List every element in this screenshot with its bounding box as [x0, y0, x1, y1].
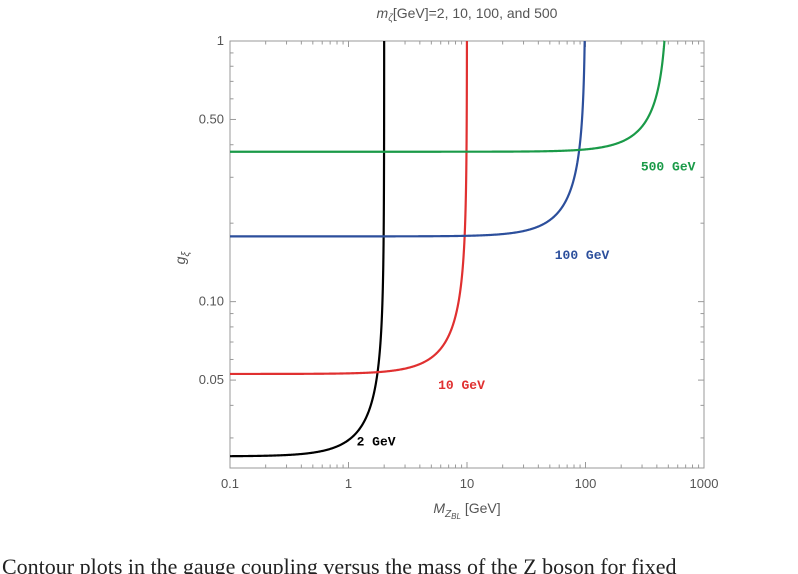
chart-title: mζ[GeV]=2, 10, 100, and 500	[377, 5, 558, 24]
series-curves	[229, 40, 666, 458]
series-label: 10 GeV	[438, 378, 485, 393]
x-tick-label: 1000	[690, 476, 719, 491]
y-tick-label: 0.05	[199, 372, 224, 387]
y-tick-label: 0.10	[199, 294, 224, 309]
x-axis-label: MZBL [GeV]	[433, 500, 500, 521]
y-tick-label: 0.50	[199, 111, 224, 126]
series-line	[229, 41, 386, 458]
series-label: 2 GeV	[357, 434, 396, 449]
x-tick-label: 100	[575, 476, 597, 491]
tick-labels: 0.1 1 10 100 1000 0.05 0.10 0.50 1	[199, 33, 719, 491]
x-tick-label: 1	[345, 476, 352, 491]
caption-fragment: Contour plots in the gauge coupling vers…	[2, 554, 677, 574]
series-line	[230, 41, 469, 376]
series-line	[230, 41, 586, 238]
y-axis-label: gξ	[172, 251, 192, 265]
y-tick-label: 1	[217, 33, 224, 48]
series-labels: 2 GeV 10 GeV 100 GeV 500 GeV	[357, 159, 696, 449]
x-tick-label: 10	[460, 476, 474, 491]
x-tick-label: 0.1	[221, 476, 239, 491]
series-label: 500 GeV	[641, 159, 696, 174]
series-label: 100 GeV	[555, 248, 610, 263]
series-line	[230, 40, 666, 153]
